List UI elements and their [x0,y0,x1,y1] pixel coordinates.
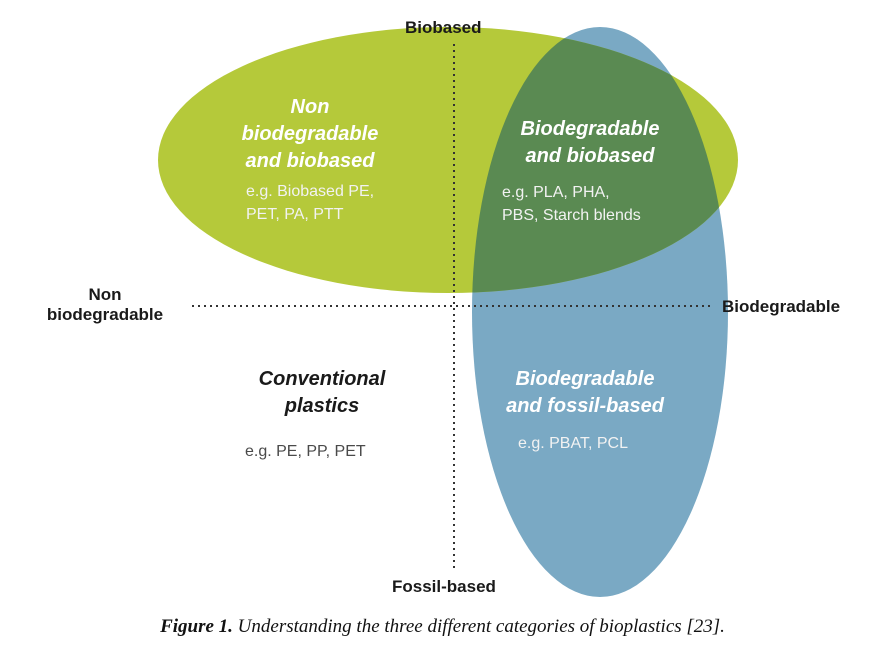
quadrant-title-conventional-plastics: Conventional plastics [232,366,412,420]
axis-label-biodegradable: Biodegradable [722,297,841,316]
quadrant-title-biodegradable-fossil-based: Biodegradable and fossil-based [480,366,690,420]
quadrant-title-non-biodegradable-biobased: Non biodegradable and biobased [215,94,405,175]
title-line: and fossil-based [506,395,664,417]
quadrant-examples-biodegradable-fossil-based: e.g. PBAT, PCL [518,432,628,455]
title-line: Non [290,96,330,118]
example-line: e.g. PBAT, PCL [518,435,628,452]
axis-label-fossil-based: Fossil-based [392,577,496,596]
title-line: Biodegradable [520,118,660,140]
quadrant-examples-biodegradable-biobased: e.g. PLA, PHA, PBS, Starch blends [502,181,641,227]
title-line: Conventional [258,368,386,390]
example-line: e.g. PE, PP, PET [245,443,366,460]
axis-label-biobased: Biobased [405,18,482,37]
caption-label: Figure 1. [160,616,233,637]
quadrant-title-biodegradable-biobased: Biodegradable and biobased [490,116,690,170]
diagram-graphics [158,27,738,597]
title-line: biodegradable [241,123,379,145]
bioplastics-diagram: Biobased Fossil-based Non biodegradable … [30,18,841,597]
title-line: and biobased [525,145,655,167]
title-line: Biodegradable [515,368,655,390]
axis-label-non-biodegradable: Non biodegradable [30,285,180,325]
quadrant-examples-conventional-plastics: e.g. PE, PP, PET [245,440,366,463]
example-line: e.g. Biobased PE, [246,183,375,200]
title-line: plastics [284,395,360,417]
caption-text: Understanding the three different catego… [232,616,725,637]
example-line: PET, PA, PTT [246,206,344,223]
example-line: e.g. PLA, PHA, [502,184,610,201]
title-line: and biobased [245,150,375,172]
figure-caption: Figure 1. Understanding the three differ… [0,616,885,638]
example-line: PBS, Starch blends [502,207,641,224]
overlap-region [472,27,728,293]
quadrant-examples-non-biodegradable-biobased: e.g. Biobased PE, PET, PA, PTT [246,180,374,226]
axis-label-non-line1: Non [88,285,122,304]
axis-label-non-line2: biodegradable [46,305,164,324]
